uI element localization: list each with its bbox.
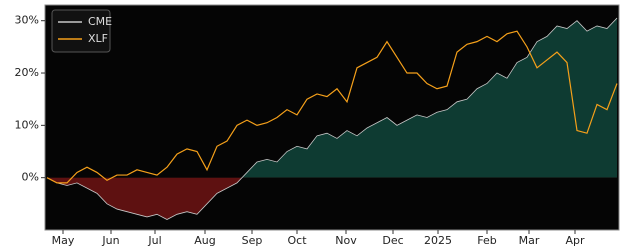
area-negative bbox=[47, 177, 243, 220]
x-tick-label: Apr bbox=[565, 234, 585, 247]
area-positive bbox=[47, 18, 617, 178]
y-tick-label: 20% bbox=[15, 66, 39, 79]
x-tick-label: Jul bbox=[147, 234, 161, 247]
x-tick-label: Feb bbox=[477, 234, 496, 247]
x-tick-label: 2025 bbox=[424, 234, 452, 247]
x-tick-label: Sep bbox=[242, 234, 263, 247]
legend: CME XLF bbox=[51, 9, 112, 53]
y-tick-label: 10% bbox=[15, 118, 39, 131]
x-tick-label: Nov bbox=[335, 234, 357, 247]
line bbox=[46, 30, 618, 184]
x-tick-label: Jun bbox=[101, 234, 119, 247]
x-tick-label: May bbox=[52, 234, 75, 247]
legend-label: XLF bbox=[88, 32, 108, 45]
legend-box bbox=[51, 9, 111, 53]
x-tick-label: Oct bbox=[287, 234, 307, 247]
legend-label: CME bbox=[88, 15, 112, 28]
line bbox=[46, 17, 618, 220]
x-tick-label: Aug bbox=[194, 234, 215, 247]
y-tick-label: 0% bbox=[22, 171, 39, 184]
x-tick-label: Dec bbox=[382, 234, 403, 247]
y-tick-label: 30% bbox=[15, 14, 39, 27]
x-tick-label: Mar bbox=[519, 234, 540, 247]
